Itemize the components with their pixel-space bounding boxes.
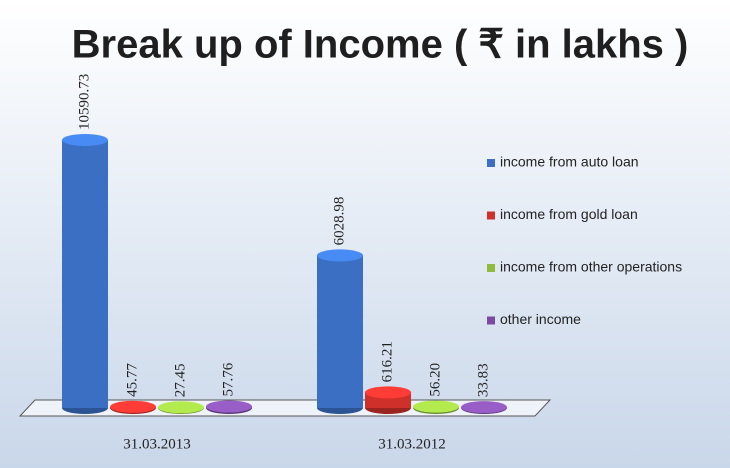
legend-swatch <box>487 264 495 272</box>
data-label: 6028.98 <box>331 197 347 246</box>
legend-label: income from gold loan <box>500 206 638 222</box>
bar-top <box>158 401 204 414</box>
legend-swatch <box>487 159 495 167</box>
bar-top <box>62 134 108 146</box>
data-label: 10590.73 <box>76 74 92 130</box>
legend-label: other income <box>500 311 581 327</box>
data-label: 616.21 <box>379 341 395 382</box>
x-tick-label: 31.03.2013 <box>123 436 191 452</box>
data-label: 27.45 <box>172 364 188 398</box>
data-label: 45.77 <box>124 363 140 397</box>
legend-label: income from other operations <box>500 259 682 275</box>
data-label: 57.76 <box>220 362 236 396</box>
legend-swatch <box>487 211 495 220</box>
bar <box>317 255 363 408</box>
bar-top <box>317 249 363 262</box>
bar-top <box>461 401 507 414</box>
data-label: 56.20 <box>427 363 443 397</box>
bar-top <box>206 400 252 413</box>
bar <box>62 140 108 408</box>
chart-title: Break up of Income ( ₹ in lakhs ) <box>72 23 689 67</box>
x-tick-label: 31.03.2012 <box>378 436 446 452</box>
bar-top <box>413 400 459 413</box>
legend-label: income from auto loan <box>500 154 639 170</box>
bar-top <box>365 386 411 399</box>
bar-top <box>110 400 156 413</box>
legend-swatch <box>487 316 495 325</box>
data-label: 33.83 <box>475 363 491 397</box>
